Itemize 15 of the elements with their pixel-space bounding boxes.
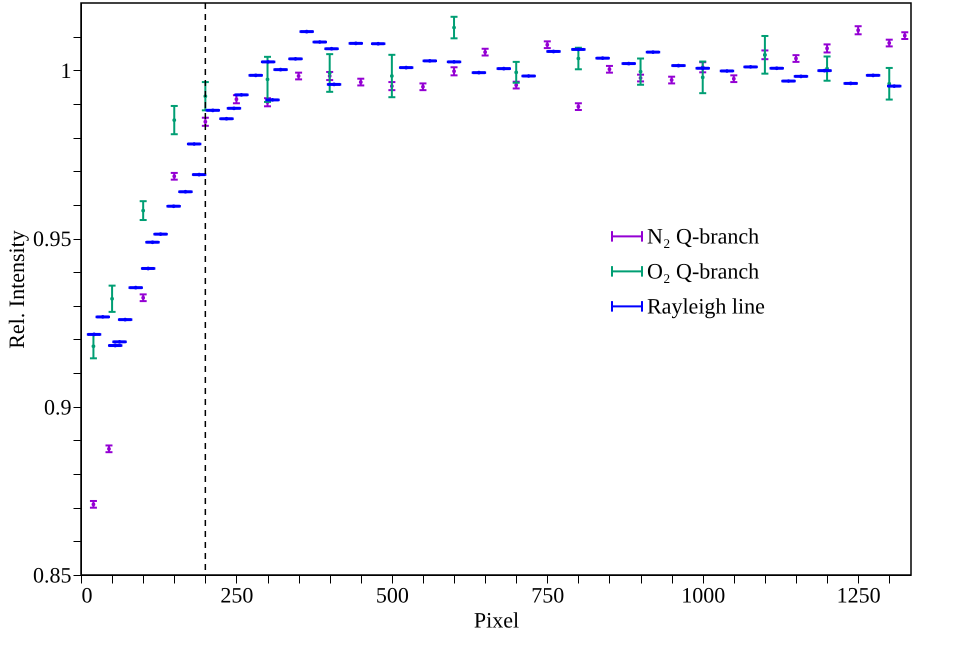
y-tick-label: 0.95: [33, 226, 72, 252]
legend-label: O₂ Q-branch: [647, 258, 760, 284]
x-tick-label: 250: [220, 582, 254, 608]
x-axis-title: Pixel: [474, 608, 520, 632]
y-axis-title: Rel. Intensity: [4, 230, 29, 349]
y-tick-label: 0.85: [33, 562, 72, 588]
x-tick-label: 500: [376, 582, 409, 608]
x-tick-label: 1250: [836, 582, 881, 608]
y-tick-label: 0.9: [44, 394, 72, 420]
legend-label: Rayleigh line: [647, 293, 765, 318]
x-tick-label: 1000: [681, 582, 726, 608]
x-tick-label: 0: [82, 582, 92, 608]
y-tick-label: 1: [60, 58, 72, 83]
legend-label: N₂ Q-branch: [647, 223, 760, 248]
x-tick-label: 750: [531, 582, 564, 608]
